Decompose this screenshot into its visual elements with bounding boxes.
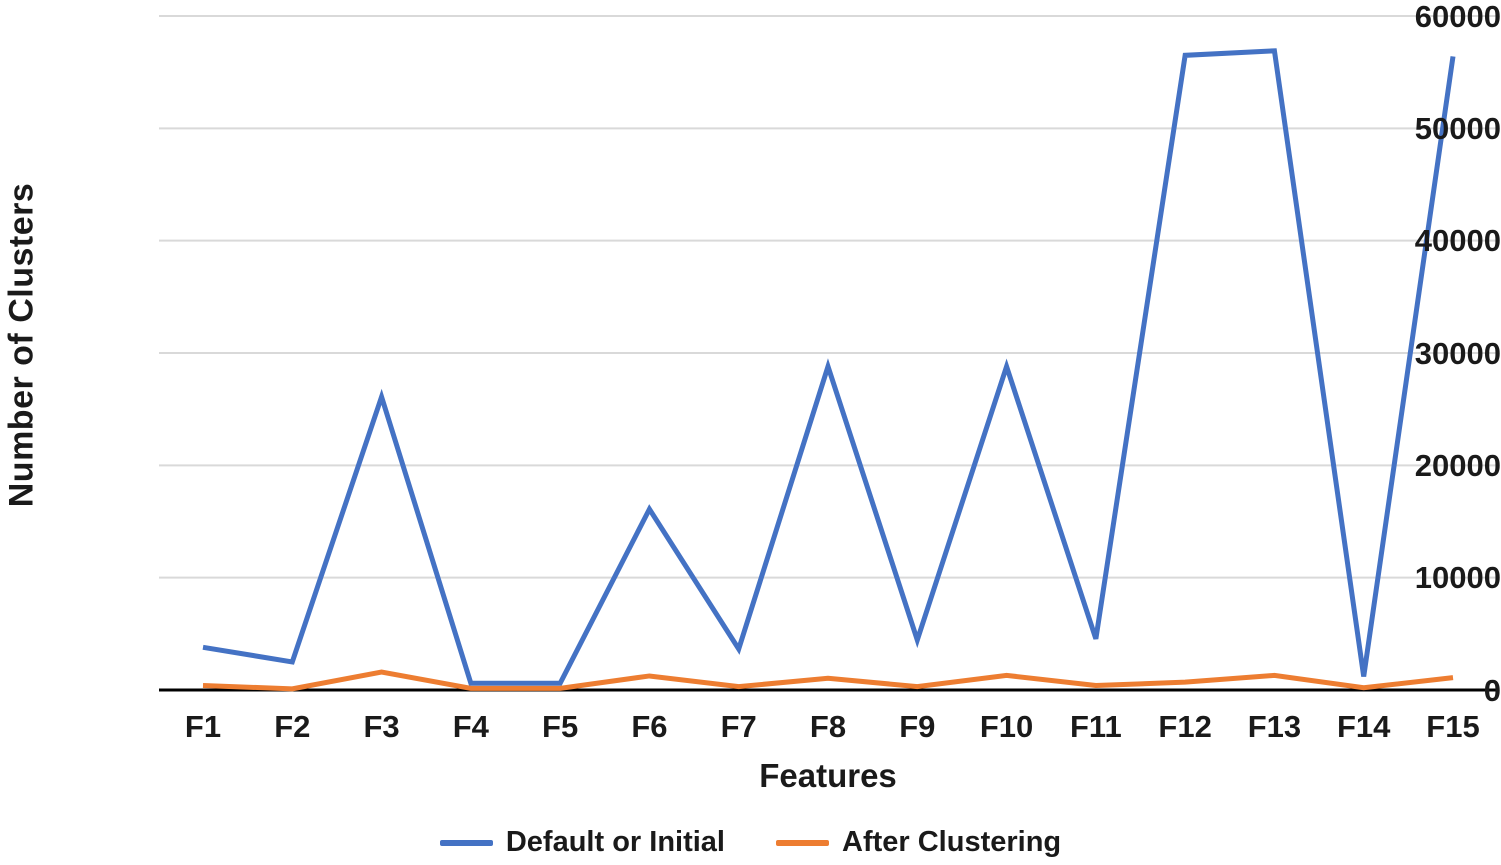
y-tick-label: 0 [1483,672,1501,708]
y-tick-label: 10000 [1414,560,1501,596]
x-tick-label: F4 [452,709,489,744]
y-axis-title: Number of Clusters [2,182,41,508]
y-tick-label: 40000 [1414,223,1501,259]
x-tick-label: F5 [542,709,579,744]
x-tick-label: F6 [631,709,668,744]
y-tick-label: 30000 [1414,335,1501,371]
x-tick-label: F15 [1426,709,1480,744]
x-tick-label: F11 [1069,709,1122,744]
series-line-after-clustering [202,669,1454,692]
x-tick-label: F8 [809,709,847,744]
x-tick-label: F10 [979,709,1034,744]
x-tick-label: F1 [184,709,222,744]
x-tick-label: F12 [1158,709,1212,744]
legend-swatch-blue-line [439,839,493,846]
x-tick-label: F7 [720,709,757,744]
y-tick-label: 50000 [1414,110,1501,146]
x-axis-title: Features [759,757,897,794]
x-tick-label: F14 [1336,709,1391,744]
y-tick-label: 60000 [1414,0,1501,34]
x-tick-label: F2 [274,709,311,744]
x-tick-label: F9 [899,709,936,744]
series-line-default-or-initial [202,48,1456,686]
legend-label-after-clustering: After Clustering [842,826,1062,858]
legend: Default or Initial After Clustering [0,820,1501,865]
x-tick-label: F3 [363,709,400,744]
y-tick-label: 20000 [1414,447,1501,483]
legend-item-default-or-initial: Default or Initial [439,826,725,858]
legend-swatch-orange-line [776,839,829,846]
legend-item-after-clustering: After Clustering [776,828,1061,857]
x-tick-label: F13 [1247,709,1302,744]
legend-label-default-or-initial: Default or Initial [505,826,725,858]
